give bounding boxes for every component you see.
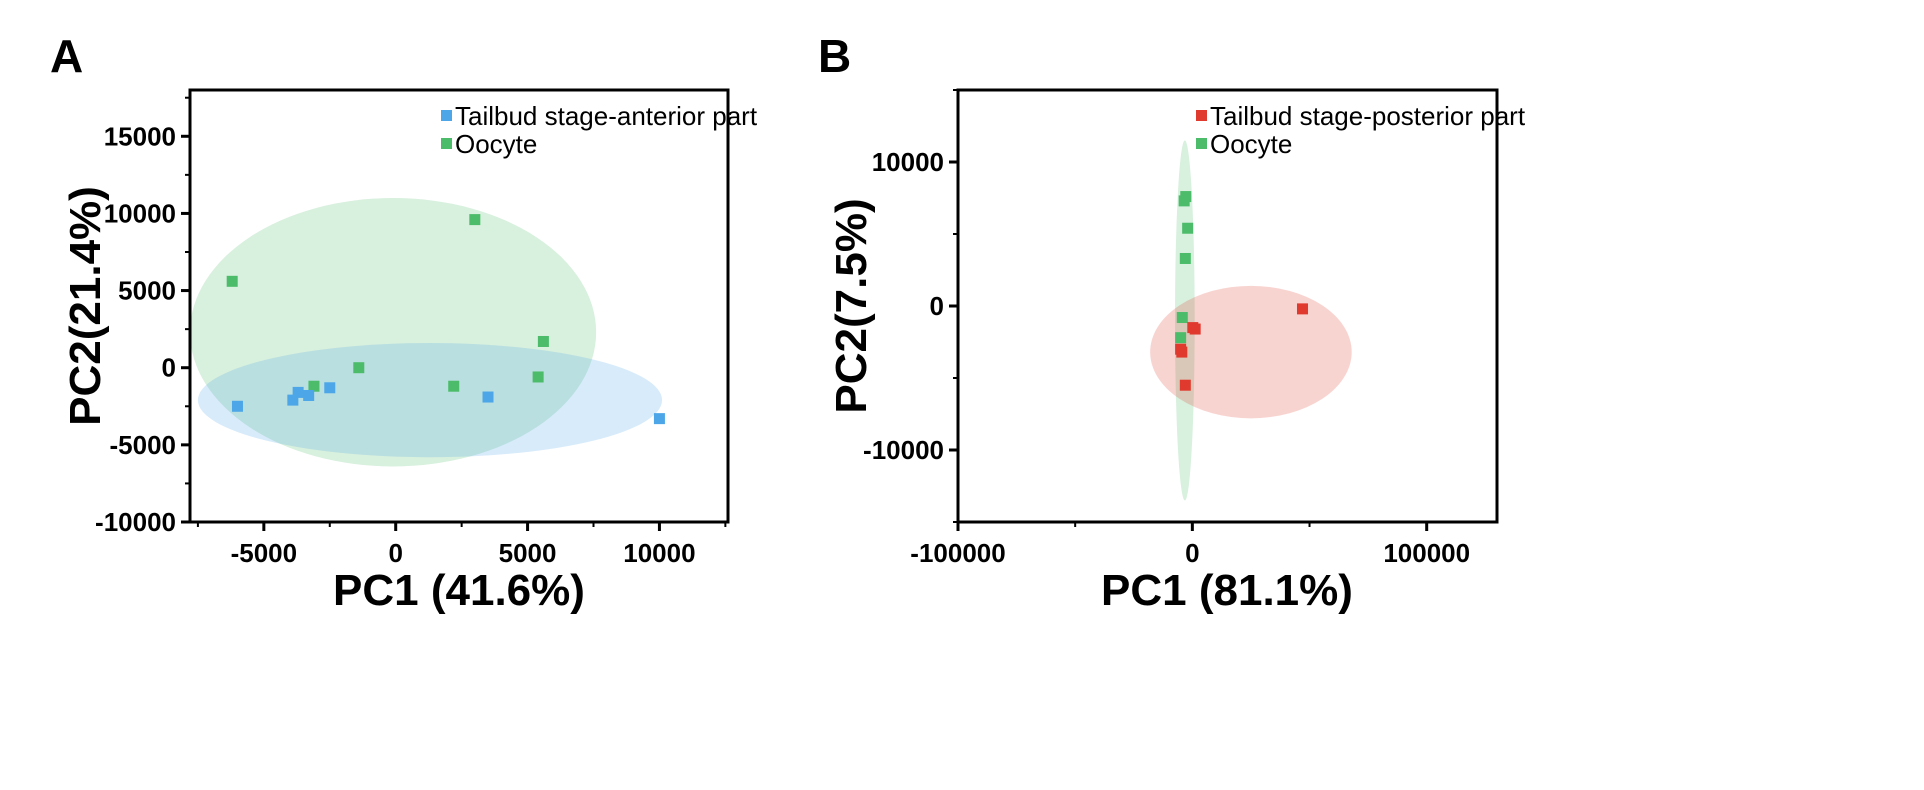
point-oocyte [1175,332,1187,344]
legend-swatch-oocyte [1196,138,1207,149]
legend-swatch-oocyte [441,138,452,149]
x-tick-label: -5000 [231,538,298,568]
point-oocyte [1179,252,1191,264]
point-oocyte [1176,312,1188,324]
y-tick-label: 5000 [118,276,176,306]
confidence-ellipses [190,198,663,467]
y-tick-label: 15000 [104,121,176,151]
point-oocyte [353,362,365,374]
point-tailbud-stage-posterior-part [1296,303,1308,315]
y-tick-label: -10000 [95,507,176,537]
x-tick-label: 0 [1185,538,1199,568]
x-axis-title: PC1 (81.1%) [1101,566,1353,615]
legend-label-oocyte: Oocyte [455,129,537,159]
x-tick-label: 10000 [623,538,695,568]
x-tick-label: -100000 [910,538,1005,568]
point-tailbud-stage-posterior-part [1189,323,1201,335]
y-axis-title: PC2(7.5%) [827,198,876,413]
x-tick-label: 5000 [499,538,557,568]
y-tick-label: 0 [930,291,944,321]
point-tailbud-stage-anterior-part [287,394,299,406]
x-tick-label: 0 [388,538,402,568]
point-oocyte [1180,191,1192,203]
x-axis-title: PC1 (41.6%) [333,566,585,615]
point-oocyte [532,371,544,383]
y-tick-label: 10000 [872,147,944,177]
legend-swatch-tailbud-stage-anterior-part [441,110,452,121]
panel-label: A [50,30,83,82]
point-tailbud-stage-anterior-part [324,382,336,394]
y-tick-label: 10000 [104,198,176,228]
panel-label: B [818,30,851,82]
y-axis-title: PC2(21.4%) [61,186,110,426]
plot-frame [188,88,730,524]
legend-label-oocyte: Oocyte [1210,129,1292,159]
point-oocyte [308,380,320,392]
point-oocyte [1182,222,1194,234]
y-tick-label: -5000 [110,430,177,460]
x-tick-label: 100000 [1383,538,1470,568]
legend-swatch-tailbud-stage-posterior-part [1196,110,1207,121]
panel-a: A -5000 0 5000 10000 -10000 -5000 0 5000 10000 150… [50,30,758,615]
point-tailbud-stage-posterior-part [1179,379,1191,391]
point-oocyte [469,214,481,226]
ellipse-tailbud-stage-anterior-part [197,343,663,458]
point-tailbud-stage-anterior-part [482,391,494,403]
ellipse-tailbud-stage-posterior-part [1150,285,1352,419]
point-oocyte [537,335,549,347]
point-tailbud-stage-anterior-part [303,389,315,401]
point-tailbud-stage-posterior-part [1176,346,1188,358]
y-tick-label: -10000 [863,435,944,465]
point-tailbud-stage-anterior-part [653,413,665,425]
y-tick-label: 0 [162,353,176,383]
point-oocyte [226,275,238,287]
point-tailbud-stage-anterior-part [231,400,243,412]
legend-label-tailbud-stage-posterior-part: Tailbud stage-posterior part [1210,101,1526,131]
legend-label-tailbud-stage-anterior-part: Tailbud stage-anterior part [455,101,758,131]
point-tailbud-stage-anterior-part [292,386,304,398]
point-oocyte [448,380,460,392]
